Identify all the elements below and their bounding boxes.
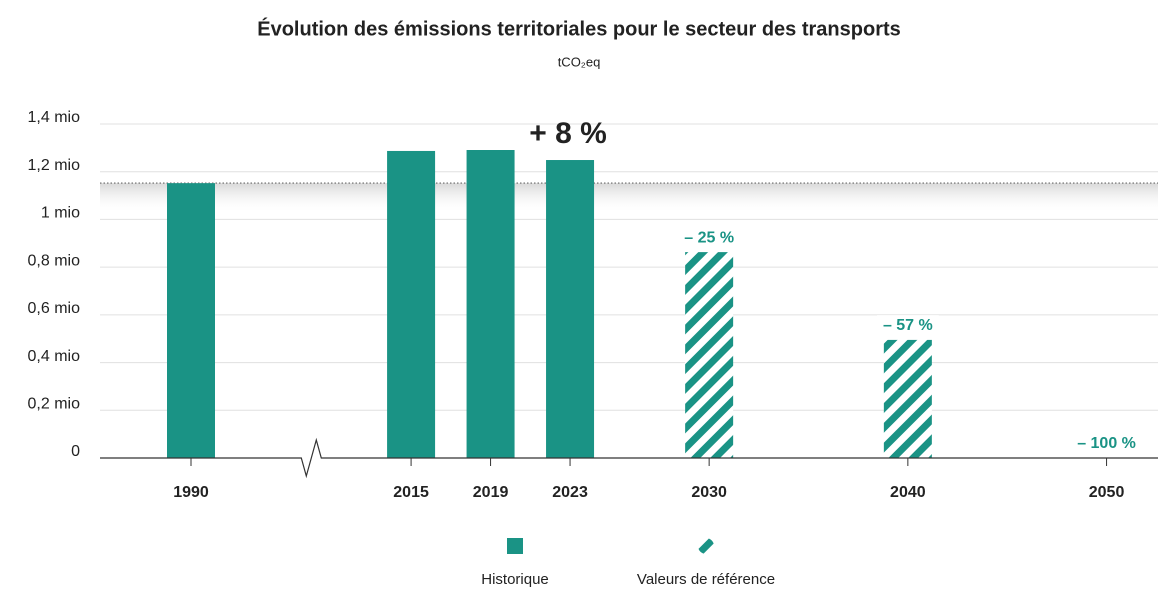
annotation-bg [678, 227, 741, 249]
x-tick-label: 2019 [473, 484, 509, 501]
x-tick-label: 2023 [552, 484, 588, 501]
y-tick-label: 1,4 mio [28, 109, 81, 126]
bar [466, 150, 515, 459]
y-tick-label: 0 [71, 443, 80, 460]
bar [546, 160, 595, 458]
bar [685, 252, 734, 458]
x-tick-label: 2015 [393, 484, 429, 501]
x-tick-label: 2050 [1089, 484, 1125, 501]
x-tick-label: 1990 [173, 484, 209, 501]
chart-subtitle: tCO₂eq [558, 54, 601, 69]
reference-band [100, 183, 1158, 214]
chart-title: Évolution des émissions territoriales po… [257, 17, 901, 40]
annotation: – 57 % [883, 317, 933, 334]
annotation: – 25 % [684, 229, 734, 246]
legend-swatch [698, 538, 714, 554]
annotation: – 100 % [1077, 435, 1136, 452]
x-axis [100, 437, 1158, 479]
y-tick-label: 1,2 mio [28, 157, 81, 174]
legend-label: Historique [481, 571, 549, 588]
bar [387, 150, 436, 459]
y-tick-label: 0,4 mio [28, 348, 81, 365]
y-tick-label: 0,2 mio [28, 396, 81, 413]
annotation-bg [876, 315, 939, 337]
bar [167, 183, 215, 458]
legend-label: Valeurs de référence [637, 571, 775, 588]
annotation-bg [1071, 433, 1142, 455]
y-tick-label: 0,8 mio [28, 252, 81, 269]
x-tick-label: 2040 [890, 484, 926, 501]
legend-swatch [507, 538, 523, 554]
y-tick-label: 0,6 mio [28, 300, 81, 317]
y-tick-label: 1 mio [41, 205, 80, 222]
bar [883, 339, 932, 458]
annotation: + 8 % [529, 117, 607, 150]
x-tick-label: 2030 [691, 484, 727, 501]
plot: 0 0,2 mio 0,4 mio 0,6 mio 0,8 mio 1 mio 1,2 mi… [28, 109, 1158, 588]
